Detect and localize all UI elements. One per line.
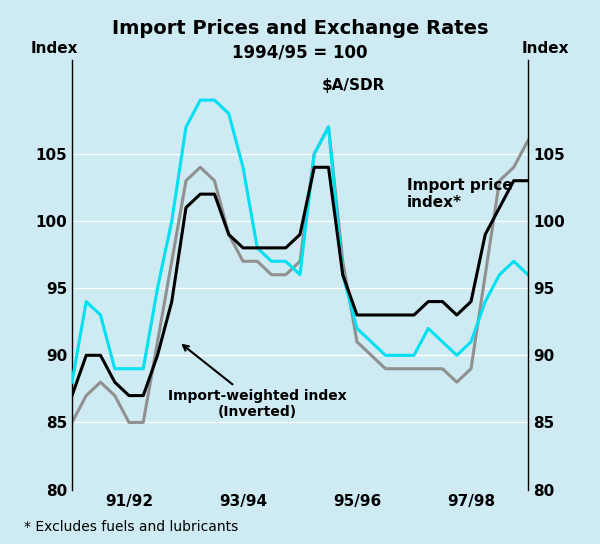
Text: $A/SDR: $A/SDR	[322, 78, 385, 94]
Text: * Excludes fuels and lubricants: * Excludes fuels and lubricants	[24, 520, 238, 534]
Text: 1994/95 = 100: 1994/95 = 100	[232, 44, 368, 61]
Text: Import price
index*: Import price index*	[407, 178, 512, 211]
Text: Index: Index	[31, 41, 79, 55]
Text: Import-weighted index
(Inverted): Import-weighted index (Inverted)	[168, 345, 347, 419]
Text: Import Prices and Exchange Rates: Import Prices and Exchange Rates	[112, 19, 488, 38]
Text: Index: Index	[521, 41, 569, 55]
